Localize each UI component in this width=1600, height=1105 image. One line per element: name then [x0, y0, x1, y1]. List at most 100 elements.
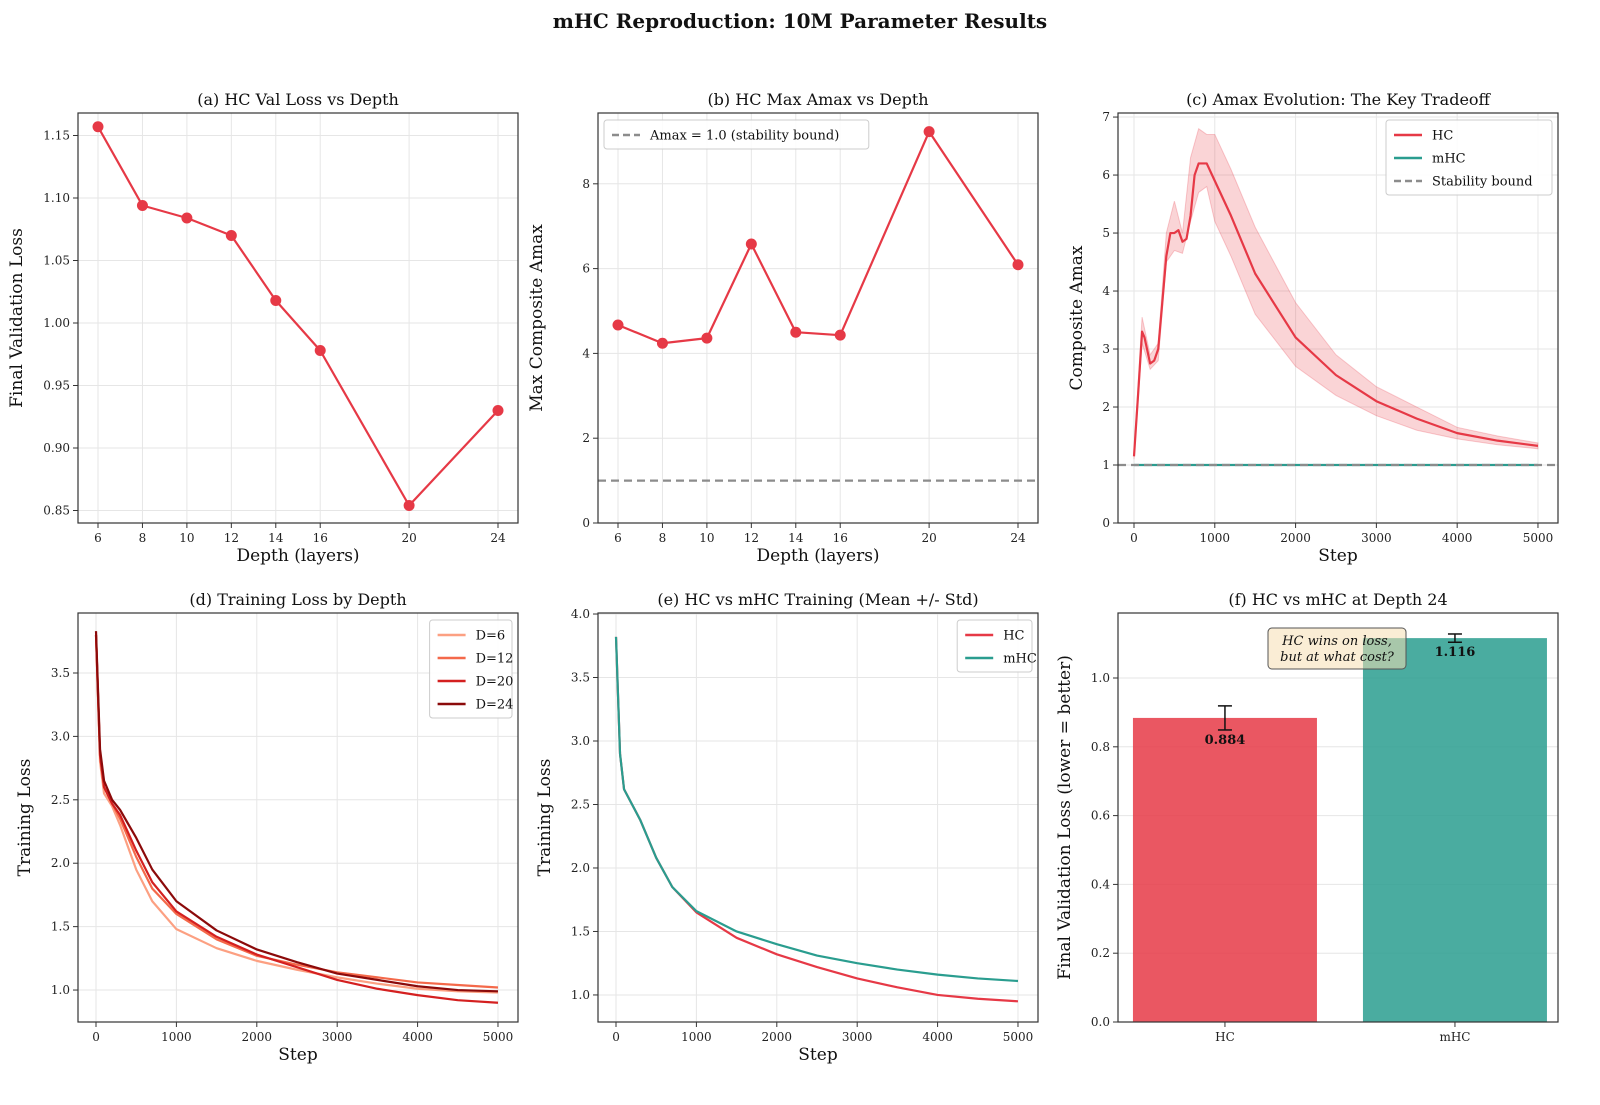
- x-tick-label: 0: [92, 1030, 100, 1044]
- series-line: [97, 126, 499, 507]
- y-axis-label: Composite Amax: [1067, 245, 1087, 390]
- panel-title: (e) HC vs mHC Training (Mean +/- Std): [657, 590, 978, 609]
- x-tick-label: 2000: [762, 1030, 793, 1044]
- axes-frame: [597, 612, 1039, 1023]
- data-point: [923, 126, 935, 138]
- x-tick-label: 16: [313, 531, 328, 545]
- y-axis-label: Final Validation Loss: [7, 228, 27, 408]
- x-tick-label: 1000: [1200, 531, 1231, 545]
- x-tick-label: 5000: [1523, 531, 1554, 545]
- panel-title: (b) HC Max Amax vs Depth: [707, 90, 928, 109]
- legend-label: mHC: [1432, 152, 1466, 167]
- y-tick-label: 2.0: [51, 856, 70, 870]
- x-axis-label: Depth (layers): [236, 546, 359, 566]
- data-point: [612, 319, 624, 331]
- y-axis-label: Max Composite Amax: [527, 224, 547, 412]
- bar-HC: [1132, 717, 1317, 1022]
- series-line-HC: [1132, 162, 1539, 457]
- annotation-line: HC wins on loss,: [1281, 634, 1392, 649]
- y-tick-label: 0.90: [43, 441, 70, 455]
- y-tick-label: 1.00: [43, 316, 70, 330]
- legend-label: D=20: [476, 675, 514, 690]
- y-tick-label: 6: [582, 262, 590, 276]
- y-axis-label: Final Validation Loss (lower = better): [1055, 655, 1075, 980]
- series-line-D=6: [94, 634, 499, 994]
- y-tick-label: 1.5: [51, 920, 70, 934]
- x-tick-label: 14: [788, 531, 804, 545]
- y-tick-label: 0.85: [43, 504, 70, 518]
- y-tick-label: 2: [582, 431, 590, 445]
- data-point: [92, 121, 104, 133]
- plot-area: [94, 631, 499, 1004]
- legend-label: Amax = 1.0 (stability bound): [649, 129, 839, 144]
- y-tick-label: 2.5: [51, 793, 70, 807]
- x-tick-label: 0: [612, 1030, 620, 1044]
- y-tick-label: 0.6: [1091, 809, 1110, 823]
- legend-label: D=6: [476, 629, 506, 644]
- x-tick-label: 12: [224, 531, 239, 545]
- y-tick-label: 1.0: [51, 983, 70, 997]
- y-tick-label: 3.0: [51, 729, 70, 743]
- x-tick-label: 12: [744, 531, 759, 545]
- figure-title: mHC Reproduction: 10M Parameter Results: [553, 9, 1047, 33]
- std-band: [1133, 127, 1539, 460]
- y-tick-label: 4: [582, 346, 590, 360]
- y-tick-label: 0.8: [1091, 740, 1110, 754]
- panel-c: 0 1000 2000 3000 4000 5000 0 1 2 3 4 5 6 7 (c) Amax Ev…: [1067, 90, 1559, 566]
- data-point: [701, 332, 713, 344]
- axes-frame: [1117, 112, 1559, 524]
- axes-frame: [77, 612, 519, 1023]
- y-tick-label: 0.95: [43, 379, 70, 393]
- x-tick-label: 20: [921, 531, 936, 545]
- x-tick-label: 1000: [161, 1030, 192, 1044]
- y-tick-label: 1: [1102, 458, 1110, 472]
- y-tick-label: 4: [1102, 284, 1110, 298]
- series-line-mHC: [614, 636, 1019, 983]
- x-tick-label: 5000: [1003, 1030, 1034, 1044]
- legend-label: Stability bound: [1432, 175, 1533, 190]
- x-tick-label: 3000: [1361, 531, 1392, 545]
- data-point: [314, 345, 326, 356]
- annotation-box: HC wins on loss,but at what cost?: [1267, 627, 1407, 670]
- x-tick-label: 14: [268, 531, 284, 545]
- legend: Amax = 1.0 (stability bound): [603, 119, 870, 150]
- x-tick-label: 2000: [242, 1030, 273, 1044]
- y-tick-label: 3.5: [571, 671, 590, 685]
- y-tick-label: 5: [1102, 226, 1110, 240]
- data-point: [745, 238, 757, 250]
- x-tick-label: 1000: [681, 1030, 712, 1044]
- y-tick-label: 6: [1102, 168, 1110, 182]
- y-tick-label: 2.0: [571, 861, 590, 875]
- series-line-D=24: [94, 631, 499, 993]
- x-tick-label: 4000: [922, 1030, 953, 1044]
- y-tick-label: 0: [1102, 516, 1110, 530]
- series-line: [617, 130, 1019, 345]
- y-tick-label: 1.5: [571, 924, 590, 938]
- y-tick-label: 2.5: [571, 797, 590, 811]
- x-tick-label: 2000: [1280, 531, 1311, 545]
- y-tick-label: 4.0: [571, 607, 590, 621]
- series-line-HC: [614, 636, 1019, 1003]
- panel-title: (a) HC Val Loss vs Depth: [197, 90, 399, 109]
- x-tick-label: HC: [1215, 1030, 1235, 1044]
- axes-frame: [1117, 612, 1559, 1023]
- y-tick-label: 1.05: [43, 254, 70, 268]
- legend-label: mHC: [1003, 652, 1037, 667]
- y-axis-label: Training Loss: [15, 759, 35, 877]
- panel-f: 0.884 1.116 HC wins on loss,but at what co…: [1055, 590, 1559, 1044]
- y-tick-label: 8: [582, 177, 590, 191]
- x-axis-label: Depth (layers): [756, 546, 879, 566]
- legend: HC mHC: [956, 619, 1037, 673]
- panel-title: (d) Training Loss by Depth: [189, 590, 406, 609]
- legend: HC mHC Stability bound: [1385, 119, 1553, 196]
- x-tick-label: 3000: [842, 1030, 873, 1044]
- y-tick-label: 3: [1102, 342, 1110, 356]
- x-tick-label: mHC: [1439, 1030, 1470, 1044]
- plot-area: [92, 121, 504, 511]
- data-point: [492, 405, 504, 416]
- x-axis-label: Step: [798, 1045, 838, 1065]
- data-point: [225, 230, 237, 241]
- y-tick-label: 1.0: [1091, 671, 1110, 685]
